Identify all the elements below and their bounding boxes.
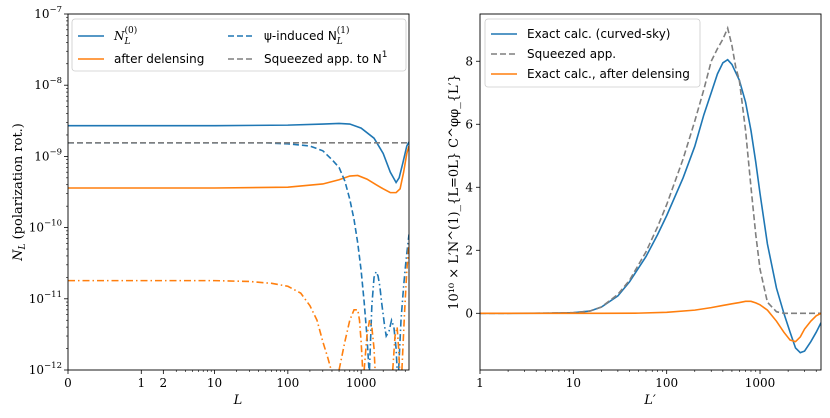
left-series-line-0 [68,122,409,185]
left-y-tick-label-2: 10−10 [29,219,62,235]
right-legend: Exact calc. (curved-sky) Squeezed app. E… [484,18,701,88]
right-y-ticks: 0 2 4 6 8 [465,54,480,320]
left-series-group [68,122,409,370]
legend-label-exact: Exact calc. (curved-sky) [527,27,670,41]
left-y-tick-label-0: 10−12 [29,361,62,377]
right-y-axis-label: 10¹⁰ × L′N^(1)_{L=0L} C^φφ_{L′} [447,74,462,310]
legend-label-squeezed: Squeezed app. to N1 [264,50,388,66]
left-series-line-10 [401,243,409,370]
right-x-tick-label-3: 1000 [745,376,776,390]
left-y-ticks: 10−12 10−11 10−10 10−9 10−8 10−7 [29,5,68,377]
right-y-tick-label-1: 2 [465,243,473,257]
left-series-line-1 [68,145,409,194]
left-y-tick-label-3: 10−9 [34,147,62,163]
left-x-ticks: 0 1 2 10 100 1000 [64,370,406,390]
right-series-line-2 [480,300,821,343]
left-x-tick-label-0: 0 [64,376,72,390]
left-x-tick-label-1: 1 [137,376,145,390]
right-x-tick-label-2: 100 [655,376,678,390]
right-series-line-1 [480,25,821,315]
left-y-tick-label-5: 10−7 [34,5,62,21]
right-x-tick-label-1: 10 [566,376,581,390]
right-y-tick-label-2: 4 [465,180,473,194]
right-y-tick-label-0: 0 [465,306,473,320]
legend-label-after-delensing: after delensing [114,52,204,66]
left-legend: NL(0) after delensing ψ-induced NL(1) Sq… [71,18,407,72]
right-x-tick-label-0: 1 [476,376,484,390]
left-x-axis-label: L [233,393,243,408]
left-legend-box [71,18,407,72]
left-series-line-8 [363,319,376,370]
left-x-tick-label-5: 1000 [346,376,377,390]
right-x-axis-label: L′ [643,393,656,408]
left-chart-panel: 0 1 2 10 100 1000 10−12 10−11 10−10 10−9 10−8 10−7… [11,5,410,408]
right-y-tick-label-3: 6 [465,117,473,131]
left-series-line-5 [397,234,409,370]
legend-label-psi-n1: ψ-induced NL(1) [264,25,350,47]
right-legend-box [484,18,701,88]
right-y-tick-label-4: 8 [465,54,473,68]
left-y-tick-label-1: 10−11 [29,290,62,306]
right-chart-panel: 1 10 100 1000 0 2 4 6 8 L′ 10¹⁰ × L′N^(1)_{L=0L… [447,13,822,408]
left-y-axis-label: NL (polarization rot.) [11,123,28,262]
left-y-tick-label-4: 10−8 [34,76,62,92]
legend-label-exact-delensed: Exact calc., after delensing [527,67,690,81]
right-x-ticks: 1 10 100 1000 [476,370,817,390]
left-series-line-6 [68,279,332,370]
left-x-tick-label-3: 10 [207,376,222,390]
legend-label-squeezed-app: Squeezed app. [527,47,616,61]
left-series-line-2 [68,142,370,370]
left-x-tick-label-4: 100 [276,376,299,390]
legend-label-n0: NL(0) [113,25,137,47]
right-series-group [480,25,821,354]
right-series-line-0 [480,58,821,354]
right-plot-frame [479,13,822,371]
left-series-line-7 [338,309,364,370]
left-x-tick-label-2: 2 [160,376,168,390]
left-plot-frame [67,13,410,371]
